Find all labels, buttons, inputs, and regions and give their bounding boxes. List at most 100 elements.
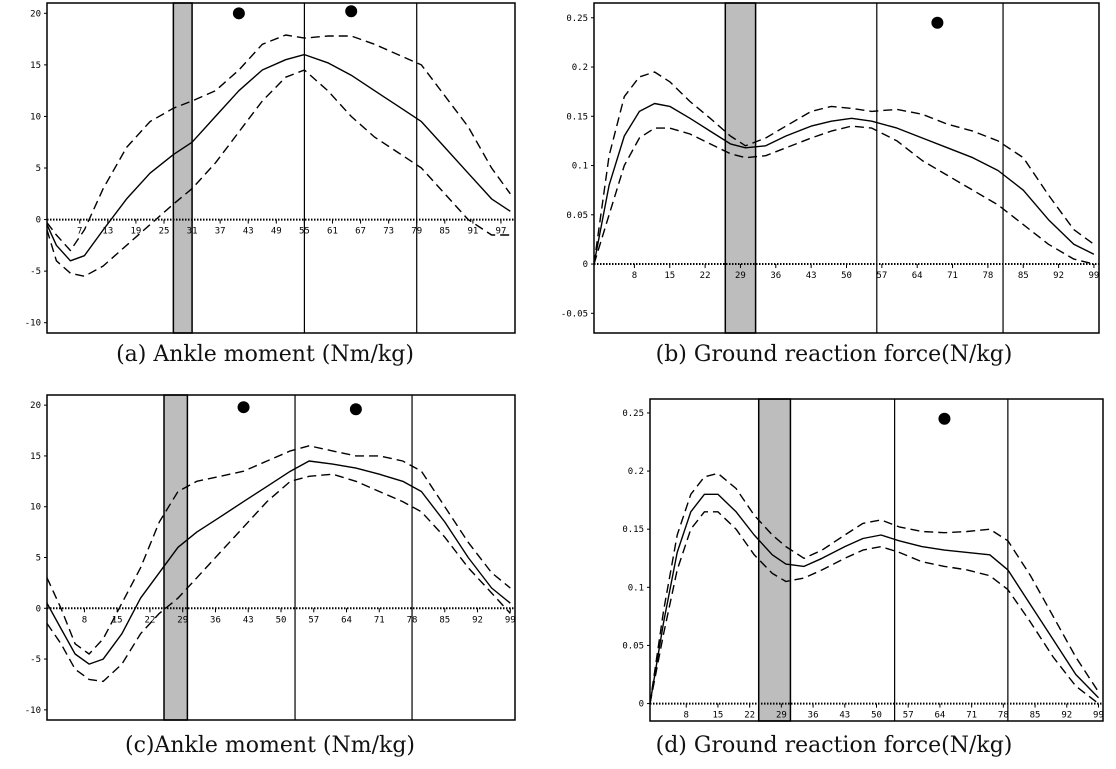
y-tick-label: 10	[30, 112, 41, 122]
chart-svg-d: 0.25 0.2 0.15 0.1 0.05 0 8 15 22 29 36 43 50 57 64 71 78…	[622, 398, 1104, 722]
x-tick-label: 85	[439, 227, 450, 237]
x-tick-label: 8	[684, 711, 689, 721]
chart-panel-a: 20 15 10 5 0 -5 -10 7 13 19 25 31 37 43 49 55 61 67 73 79 85…	[0, 0, 530, 336]
y-tick-label: 0.05	[566, 211, 588, 221]
x-tick-label: 64	[934, 711, 945, 721]
mean-line	[593, 102, 1095, 265]
significance-marker-1	[237, 401, 250, 414]
chart-svg-b: 0.25 0.2 0.15 0.1 0.05 0 -0.05 8 15 22 29 36 43 50 57 6…	[561, 2, 1100, 334]
x-tick-label: 29	[735, 271, 746, 281]
significance-marker-2	[345, 5, 358, 18]
chart-caption-b: (b) Ground reaction force(N/kg)	[655, 342, 1013, 367]
x-tick-label: 92	[472, 615, 483, 625]
mean-line	[649, 493, 1100, 704]
y-tick-label: 0.05	[622, 641, 644, 651]
x-tick-label: 67	[355, 227, 366, 237]
chart-svg-a: 20 15 10 5 0 -5 -10 7 13 19 25 31 37 43 49 55 61 67 73 79 85…	[25, 2, 516, 334]
x-tick-label: 31	[187, 227, 198, 237]
y-tick-label: -0.05	[561, 309, 588, 319]
x-tick-label: 61	[327, 227, 338, 237]
mean-line	[46, 53, 511, 262]
x-tick-label: 15	[713, 711, 724, 721]
plot-frame	[46, 394, 516, 721]
shaded-band	[172, 2, 193, 334]
significance-marker-1	[931, 16, 944, 29]
x-tick-label: 22	[700, 271, 711, 281]
x-tick-label: 43	[839, 711, 850, 721]
y-tick-label: -5	[30, 655, 41, 665]
x-tick-label: 57	[876, 271, 887, 281]
x-tick-label: 99	[505, 615, 516, 625]
chart-caption-d: (d) Ground reaction force(N/kg)	[655, 733, 1013, 758]
plot-frame	[46, 2, 516, 334]
x-tick-label: 99	[1089, 271, 1100, 281]
x-tick-label: 64	[912, 271, 923, 281]
plot-frame	[649, 398, 1104, 722]
chart-caption-c: (c)Ankle moment (Nm/kg)	[124, 733, 416, 758]
x-tick-label: 73	[383, 227, 394, 237]
y-tick-label: 0.1	[572, 162, 588, 172]
x-tick-label: 29	[177, 615, 188, 625]
x-tick-label: 71	[966, 711, 977, 721]
x-tick-label: 71	[947, 271, 958, 281]
y-tick-label: 10	[30, 503, 41, 513]
x-tick-label: 78	[998, 711, 1009, 721]
chart-panel-d: 0.25 0.2 0.15 0.1 0.05 0 8 15 22 29 36 43 50 57 64 71 78…	[588, 394, 1116, 724]
x-tick-label: 43	[806, 271, 817, 281]
y-tick-label: -10	[25, 319, 41, 329]
x-tick-label: 36	[770, 271, 781, 281]
x-tick-label: 78	[407, 615, 418, 625]
y-tick-label: -5	[30, 267, 41, 277]
x-tick-label: 15	[112, 615, 123, 625]
x-tick-label: 49	[271, 227, 282, 237]
x-tick-label: 43	[243, 227, 254, 237]
y-tick-label: 20	[30, 401, 41, 411]
y-tick-label: 0	[36, 604, 41, 614]
x-tick-label: 19	[130, 227, 141, 237]
chart-caption-a: (a) Ankle moment (Nm/kg)	[116, 342, 414, 367]
x-tick-label: 36	[210, 615, 221, 625]
x-tick-label: 7	[77, 227, 82, 237]
x-tick-label: 85	[1018, 271, 1029, 281]
mean-line	[46, 460, 511, 665]
x-tick-label: 25	[159, 227, 170, 237]
x-tick-label: 85	[1030, 711, 1041, 721]
plot-frame	[593, 2, 1100, 334]
sd-line-2	[46, 473, 511, 683]
x-tick-label: 92	[1061, 711, 1072, 721]
x-tick-label: 99	[1093, 711, 1104, 721]
y-tick-label: 0	[639, 700, 644, 710]
x-tick-label: 13	[102, 227, 113, 237]
x-tick-label: 50	[841, 271, 852, 281]
x-tick-label: 64	[341, 615, 352, 625]
x-tick-label: 50	[871, 711, 882, 721]
significance-marker-1	[232, 7, 245, 20]
chart-panel-c: 20 15 10 5 0 -5 -10 8 15 22 29 36 43 50 57 64 71 78 85 92 99	[0, 394, 530, 724]
sd-line-1	[593, 71, 1095, 265]
y-tick-label: 0.25	[566, 14, 588, 24]
shaded-band	[757, 398, 792, 722]
y-tick-label: 5	[36, 554, 41, 564]
y-tick-label: 20	[30, 9, 41, 19]
x-tick-label: 8	[82, 615, 87, 625]
y-tick-label: 0.15	[566, 112, 588, 122]
chart-panel-b: 0.25 0.2 0.15 0.1 0.05 0 -0.05 8 15 22 29 36 43 50 57 6…	[561, 0, 1116, 336]
shaded-band	[163, 394, 189, 721]
x-tick-label: 22	[744, 711, 755, 721]
y-tick-label: 15	[30, 61, 41, 71]
x-tick-label: 22	[145, 615, 156, 625]
y-tick-label: 0.15	[622, 525, 644, 535]
y-tick-label: -10	[25, 706, 41, 716]
x-tick-label: 37	[215, 227, 226, 237]
y-tick-label: 15	[30, 452, 41, 462]
x-tick-label: 55	[299, 227, 310, 237]
x-tick-label: 43	[243, 615, 254, 625]
x-tick-label: 57	[308, 615, 319, 625]
shaded-band	[724, 2, 757, 334]
x-tick-label: 91	[467, 227, 478, 237]
y-tick-label: 0.25	[622, 409, 644, 419]
x-tick-label: 8	[632, 271, 637, 281]
x-tick-label: 85	[439, 615, 450, 625]
y-tick-label: 0.1	[628, 583, 644, 593]
